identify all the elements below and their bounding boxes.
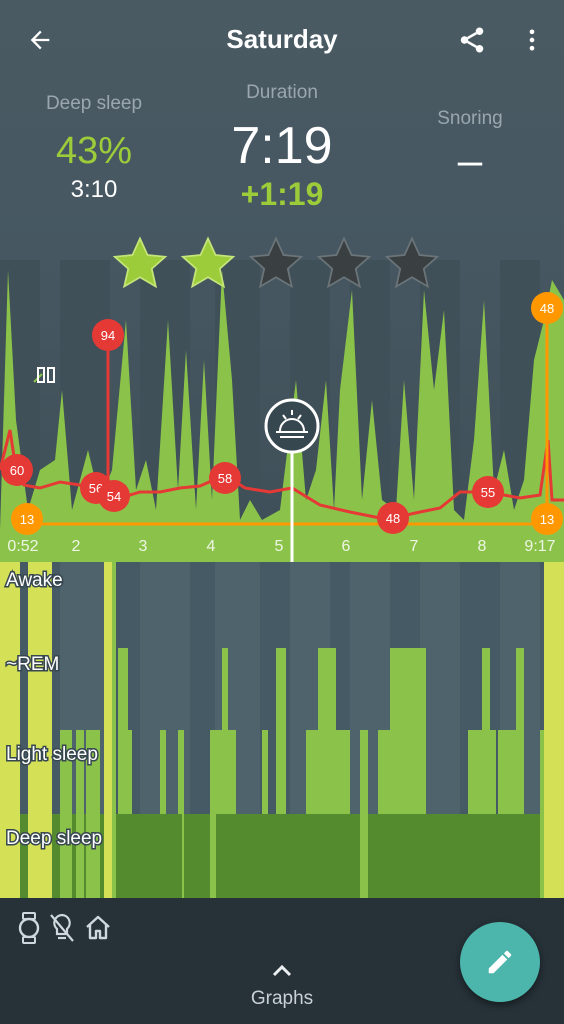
deep-sleep-duration: 3:10	[70, 176, 118, 203]
star-1-icon[interactable]	[110, 234, 170, 294]
sleep-stage-bar	[482, 648, 490, 898]
chevron-up-icon[interactable]	[270, 962, 294, 978]
x-tick-label: 8	[478, 538, 487, 555]
share-button[interactable]	[448, 16, 496, 64]
sleep-stage-label: Awake	[6, 570, 63, 591]
watch-icon[interactable]	[16, 912, 42, 944]
alarm-marker[interactable]	[264, 398, 320, 454]
sleep-stage-label: Light sleep	[6, 744, 98, 765]
x-tick-label: 4	[207, 538, 216, 555]
svg-text:58: 58	[218, 471, 232, 486]
sleep-stage-bar	[86, 730, 100, 898]
page-title: Saturday	[226, 24, 338, 54]
sleep-stage-label: ~REM	[6, 654, 59, 675]
svg-text:55: 55	[481, 485, 495, 500]
heart-rate-label: 60	[1, 454, 33, 486]
sleep-stage-bar	[104, 562, 112, 898]
more-vertical-icon	[529, 29, 535, 51]
battery-label: 13	[11, 503, 43, 535]
no-phone-light-icon[interactable]	[48, 912, 76, 944]
hypnogram-band	[420, 562, 460, 814]
edit-fab-button[interactable]	[460, 922, 540, 1002]
sunrise-icon	[276, 410, 308, 438]
movement-area	[0, 270, 564, 530]
arrow-left-icon	[30, 30, 50, 50]
sleep-stage-bar	[60, 730, 72, 898]
heart-rate-label: 48	[377, 502, 409, 534]
star-4-icon[interactable]	[314, 234, 374, 294]
heart-rate-label: 58	[209, 462, 241, 494]
sound-recording-icon	[33, 367, 55, 383]
svg-text:94: 94	[101, 328, 115, 343]
x-tick-label: 3	[139, 538, 148, 555]
sleep-rating[interactable]	[110, 234, 454, 294]
battery-label: 13	[531, 503, 563, 535]
duration-delta: +1:19	[240, 176, 324, 212]
star-2-icon[interactable]	[178, 234, 238, 294]
deep-sleep-segment	[118, 814, 182, 898]
heart-rate-label: 94	[92, 319, 124, 351]
snoring-label: Snoring	[437, 108, 503, 129]
battery-label: 48	[531, 292, 563, 324]
deep-sleep-percent: 43%	[55, 130, 133, 172]
sleep-stage-bar	[118, 648, 128, 898]
star-3-icon[interactable]	[246, 234, 306, 294]
x-tick-label: 0:52	[7, 538, 38, 555]
svg-text:48: 48	[540, 301, 554, 316]
x-tick-label: 2	[72, 538, 81, 555]
top-app-bar: Saturday	[0, 0, 564, 84]
time-axis-strip	[0, 528, 564, 562]
sleep-stage-bar	[544, 562, 564, 898]
svg-text:13: 13	[20, 512, 34, 527]
duration-value: 7:19	[231, 117, 333, 175]
graphs-toggle-label[interactable]: Graphs	[250, 988, 314, 1009]
sleep-stage-bar	[540, 730, 544, 898]
x-tick-label: 7	[410, 538, 419, 555]
sleep-stage-bar	[276, 648, 286, 898]
back-button[interactable]	[16, 16, 64, 64]
home-icon[interactable]	[84, 914, 112, 942]
deep-sleep-segment	[468, 814, 528, 898]
x-tick-label: 5	[275, 538, 284, 555]
sleep-stage-bar	[28, 562, 52, 898]
sleep-stage-bar	[222, 648, 228, 898]
share-icon	[460, 27, 484, 53]
sleep-stage-bar	[516, 648, 524, 898]
sleep-stage-bar	[360, 730, 368, 898]
svg-text:60: 60	[10, 463, 24, 478]
snoring-value: –	[457, 136, 483, 185]
duration-label: Duration	[246, 82, 318, 103]
svg-text:48: 48	[386, 511, 400, 526]
svg-text:54: 54	[107, 489, 121, 504]
overflow-menu-button[interactable]	[508, 16, 556, 64]
hypnogram[interactable]: Awake ~REM Light sleep Deep sleep	[0, 562, 564, 898]
pencil-icon	[488, 950, 512, 974]
sleep-stage-bar	[76, 730, 84, 898]
deep-sleep-label: Deep sleep	[45, 93, 143, 114]
sleep-stage-label: Deep sleep	[6, 828, 102, 849]
svg-text:13: 13	[540, 512, 554, 527]
x-tick-label: 6	[342, 538, 351, 555]
star-5-icon[interactable]	[382, 234, 442, 294]
x-tick-label: 9:17	[524, 538, 555, 555]
deep-sleep-segment	[216, 814, 352, 898]
heart-rate-label: 55	[472, 476, 504, 508]
sleep-stage-bars	[0, 562, 564, 898]
sleep-stage-bar	[112, 562, 116, 898]
heart-rate-label: 54	[98, 480, 130, 512]
sleep-stage-bar	[0, 562, 20, 898]
